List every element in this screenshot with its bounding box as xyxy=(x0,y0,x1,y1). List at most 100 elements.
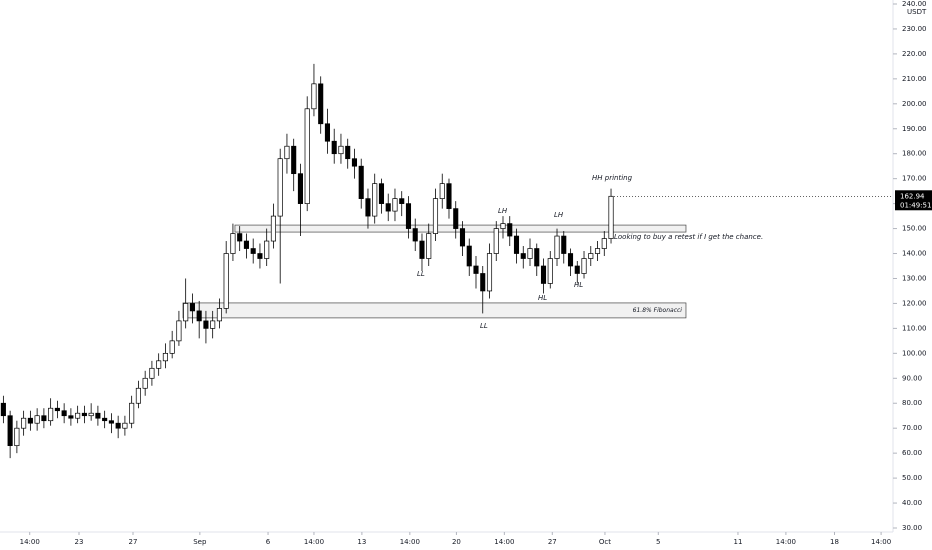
y-tick-label: 210.00 xyxy=(902,75,927,83)
candle-body xyxy=(493,228,499,254)
candle-body xyxy=(102,417,108,422)
y-tick-label: 110.00 xyxy=(902,324,927,332)
candle-body xyxy=(81,412,87,417)
annotation: LH xyxy=(554,211,564,219)
y-tick-label: 130.00 xyxy=(902,274,927,282)
candle-body xyxy=(419,240,425,259)
candle-body xyxy=(426,233,432,259)
candle-body xyxy=(473,265,479,274)
candle-body xyxy=(392,198,398,212)
x-tick-label: Sep xyxy=(193,538,207,546)
x-tick-label: 6 xyxy=(266,538,271,546)
candle-body xyxy=(466,245,472,267)
y-tick-label: 70.00 xyxy=(902,424,922,432)
candle-body xyxy=(608,195,614,239)
candle-body xyxy=(135,387,141,404)
x-tick-label: 27 xyxy=(548,538,557,546)
candle-body xyxy=(61,410,67,417)
candle-body xyxy=(277,158,283,217)
y-tick-label: 50.00 xyxy=(902,474,922,482)
candle-body xyxy=(122,422,128,429)
candle-body xyxy=(0,402,6,417)
x-tick-label: 14:00 xyxy=(20,538,40,546)
candle-body xyxy=(68,415,74,419)
candle-body xyxy=(365,198,371,217)
y-tick-label: 60.00 xyxy=(902,449,922,457)
countdown: 01:49:51 xyxy=(900,201,931,209)
x-tick-label: 14:00 xyxy=(400,538,420,546)
candle-body xyxy=(480,273,486,292)
candle-body xyxy=(297,173,304,204)
candle-body xyxy=(291,145,297,175)
candle-body xyxy=(223,253,229,309)
annotation: LL xyxy=(417,270,425,278)
candle-body xyxy=(594,248,601,254)
candle-body xyxy=(324,123,331,142)
candle-body xyxy=(486,253,493,292)
candle-body xyxy=(554,235,560,259)
candle-body xyxy=(507,223,513,237)
y-tick-label: 120.00 xyxy=(902,299,927,307)
candle-body xyxy=(149,367,155,379)
y-tick-label: 220.00 xyxy=(902,50,927,58)
candle-body xyxy=(405,203,412,229)
x-tick-label: 14:00 xyxy=(871,538,891,546)
candle-body xyxy=(196,310,202,322)
candle-body xyxy=(27,417,33,424)
x-tick-label: 13 xyxy=(357,538,366,546)
y-tick-label: 200.00 xyxy=(902,100,927,108)
candle-body xyxy=(561,235,567,254)
candle-body xyxy=(129,402,135,424)
y-tick-label: 140.00 xyxy=(902,250,927,258)
candle-body xyxy=(588,253,594,259)
y-tick-label: 100.00 xyxy=(902,349,927,357)
zone xyxy=(182,302,687,319)
candle-body xyxy=(372,183,378,217)
y-tick-label: 180.00 xyxy=(902,150,927,158)
candle-body xyxy=(567,253,574,267)
candle-body xyxy=(162,352,168,362)
candle-body xyxy=(210,320,216,329)
x-tick-label: 14:00 xyxy=(494,538,514,546)
candle-body xyxy=(75,412,81,419)
y-tick-label: 230.00 xyxy=(902,25,927,33)
candle-body xyxy=(189,303,195,312)
candle-body xyxy=(399,198,405,204)
candle-body xyxy=(183,303,189,322)
candle-body xyxy=(581,258,587,274)
candle-body xyxy=(270,215,276,242)
candle-body xyxy=(439,183,445,199)
y-tick-label: 150.00 xyxy=(902,225,927,233)
candle-body xyxy=(304,108,310,204)
candle-body xyxy=(513,235,520,254)
x-tick-label: 5 xyxy=(656,538,660,546)
candle-body xyxy=(318,83,324,125)
y-tick-label: 240.00 xyxy=(902,0,927,8)
annotation: Looking to buy a retest if I get the cha… xyxy=(614,233,763,241)
candle-body xyxy=(453,208,459,229)
candle-body xyxy=(169,340,175,354)
price-tag xyxy=(895,190,932,211)
candle-body xyxy=(176,320,182,342)
candle-body xyxy=(95,412,101,419)
annotation: HL xyxy=(538,294,547,302)
candle-body xyxy=(331,140,337,155)
candle-body xyxy=(459,228,466,247)
y-tick-label: 190.00 xyxy=(902,125,927,133)
candle-body xyxy=(540,265,547,284)
zone-label: 61.8% Fibonacci xyxy=(633,307,683,314)
candle-body xyxy=(156,360,162,369)
candle-body xyxy=(230,233,236,254)
x-tick-label: 14:00 xyxy=(304,538,324,546)
candle-body xyxy=(237,233,243,242)
currency-label: USDT xyxy=(907,8,927,16)
x-tick-label: 11 xyxy=(733,538,742,546)
candle-body xyxy=(203,320,209,329)
candle-body xyxy=(264,240,270,259)
y-tick-label: 30.00 xyxy=(902,524,922,532)
candle-body xyxy=(243,240,249,249)
y-tick-label: 90.00 xyxy=(902,374,922,382)
annotation: LH xyxy=(498,207,508,215)
candle-body xyxy=(7,415,13,447)
